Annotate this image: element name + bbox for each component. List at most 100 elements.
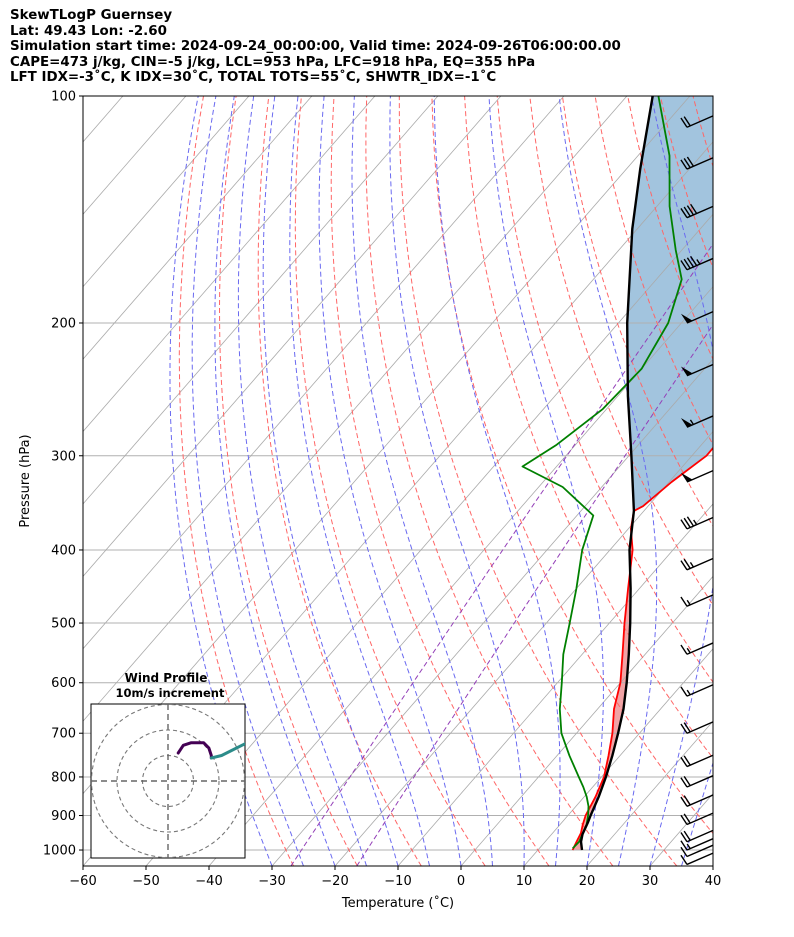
wind-barb	[680, 844, 714, 858]
wind-barb	[680, 812, 714, 826]
wind-barb-half	[689, 419, 695, 425]
wind-barb-full	[683, 517, 691, 528]
dry-adiabat	[464, 96, 713, 759]
isotherm	[83, 96, 439, 505]
wind-barb-full	[683, 722, 691, 733]
isotherm	[83, 96, 376, 433]
dry-adiabat	[398, 96, 678, 866]
wind-barb	[680, 415, 714, 428]
y-tick-label: 500	[51, 617, 76, 632]
wind-barb	[680, 594, 714, 607]
moist-adiabat	[433, 96, 561, 866]
wind-barb-staff	[686, 829, 714, 843]
isotherm	[83, 96, 502, 577]
time-line: Simulation start time: 2024-09-24_00:00:…	[10, 39, 621, 55]
wind-barb-full	[680, 756, 688, 767]
wind-barb	[680, 838, 714, 851]
wind-barb-full	[680, 796, 688, 807]
temperature-profile	[571, 446, 713, 851]
wind-barb-half	[686, 689, 691, 696]
wind-barb	[680, 794, 714, 807]
wind-barb-flag	[680, 418, 693, 428]
wind-barb-half	[693, 519, 698, 526]
wind-barb-half	[686, 647, 691, 654]
isotherm	[83, 96, 313, 360]
wind-barb-half	[696, 259, 701, 265]
wind-barb-staff	[686, 754, 714, 768]
cape-line: CAPE=473 j/kg, CIN=-5 j/kg, LCL=953 hPa,…	[10, 54, 536, 70]
header: SkewTLogP Guernsey Lat: 49.43 Lon: -2.60…	[10, 8, 780, 86]
dry-adiabat	[496, 96, 713, 684]
wind-barb-full	[680, 560, 688, 571]
y-tick-label: 200	[51, 316, 76, 331]
hodograph-trace-middle	[209, 742, 245, 760]
moist-adiabat	[389, 96, 525, 866]
moist-adiabat	[191, 96, 304, 866]
isotherm	[460, 575, 713, 866]
x-tick-label: −40	[195, 874, 222, 889]
wind-barb-full	[680, 519, 688, 530]
wind-barb-full	[680, 596, 688, 607]
dry-adiabat	[758, 96, 794, 866]
wind-barb-staff	[686, 775, 714, 788]
wind-barb	[680, 156, 714, 170]
y-tick-label: 600	[51, 676, 76, 691]
x-tick-label: −30	[258, 874, 285, 889]
wind-barb-flag	[680, 472, 693, 482]
wind-barb-full	[683, 795, 691, 806]
x-axis-label: Temperature (˚C)	[341, 895, 454, 911]
hodograph-title: Wind Profile	[125, 671, 208, 685]
hodograph-subtitle: 10m/s increment	[116, 686, 225, 700]
x-tick-label: 30	[642, 874, 659, 889]
dry-adiabat	[365, 96, 614, 866]
x-tick-label: −20	[321, 874, 348, 889]
x-tick-label: 20	[579, 874, 596, 889]
wind-barb-staff	[686, 794, 714, 807]
wind-barb-staff	[686, 684, 714, 697]
wind-barb-full	[690, 203, 698, 214]
dry-adiabat	[218, 96, 358, 866]
wind-barb-full	[680, 260, 688, 271]
x-tick-label: −50	[132, 874, 159, 889]
wind-barb-full	[690, 255, 698, 266]
wind-barb	[680, 557, 714, 571]
isotherm	[145, 213, 713, 866]
y-tick-label: 700	[51, 727, 76, 742]
wind-barb	[680, 829, 714, 843]
x-tick-label: 0	[457, 874, 465, 889]
wind-barb-full	[686, 257, 695, 268]
wind-barb-staff	[686, 721, 714, 734]
wind-barb	[680, 203, 714, 219]
wind-barb-full	[680, 777, 688, 788]
wind-barb-staff	[686, 157, 714, 170]
wind-barb-staff	[686, 311, 714, 324]
wind-barb	[680, 255, 714, 271]
dry-adiabat	[294, 96, 486, 866]
moist-adiabat	[214, 96, 336, 866]
wind-barb-full	[683, 206, 691, 217]
wind-barb-full	[683, 830, 691, 841]
dry-adiabat	[257, 96, 422, 866]
x-tick-label: −10	[384, 874, 411, 889]
wind-barb	[680, 852, 714, 866]
wind-barb-full	[683, 813, 691, 824]
wind-barb-full	[683, 158, 691, 169]
dry-adiabat	[330, 96, 550, 866]
moist-adiabat	[169, 96, 273, 866]
wind-barb-half	[686, 599, 691, 606]
index-line: LFT IDX=-3˚C, K IDX=30˚C, TOTAL TOTS=55˚…	[10, 70, 497, 86]
wind-barb-full	[680, 208, 688, 219]
wind-barb-full	[683, 755, 691, 766]
wind-barb-full	[686, 156, 695, 167]
wind-barb	[680, 775, 714, 788]
moist-adiabat	[649, 96, 713, 866]
wind-barb-full	[680, 854, 688, 865]
moist-adiabat	[488, 96, 604, 866]
wind-barb	[680, 311, 714, 324]
x-tick-label: 40	[705, 874, 722, 889]
y-tick-label: 400	[51, 543, 76, 558]
wind-barb-full	[683, 258, 691, 269]
wind-barb-full	[680, 159, 688, 170]
isotherm	[83, 96, 628, 722]
